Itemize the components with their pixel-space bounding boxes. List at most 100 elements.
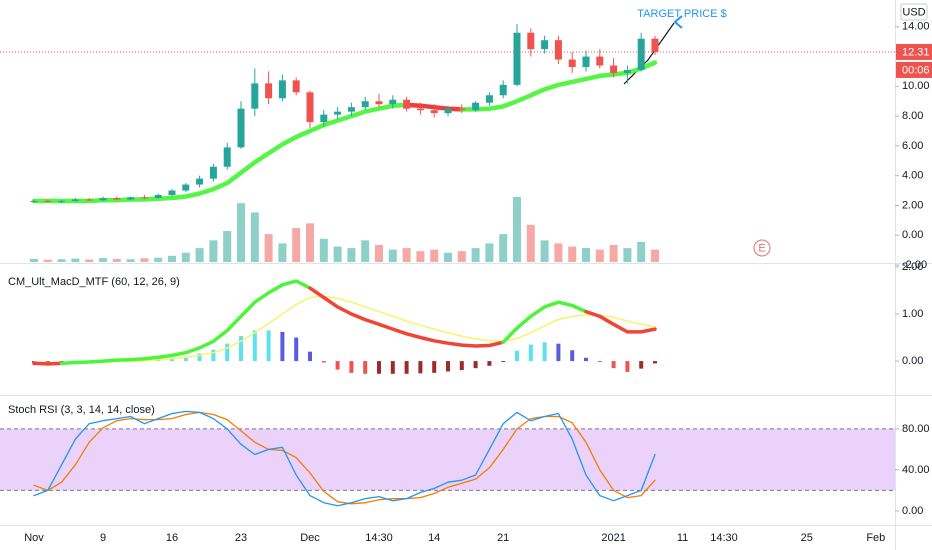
- volume-bar: [237, 203, 245, 262]
- histogram-bar: [252, 330, 257, 362]
- moving-average: [459, 60, 658, 112]
- volume-bar: [430, 249, 439, 262]
- candle-body: [430, 110, 438, 114]
- volume-bar: [444, 252, 452, 262]
- volume-bar: [388, 249, 397, 262]
- volume-bar: [347, 248, 356, 262]
- volume-bar: [306, 223, 314, 262]
- candle-body: [582, 56, 590, 67]
- moving-average: [31, 102, 409, 204]
- candle-body: [444, 108, 452, 114]
- volume-bar: [181, 252, 190, 262]
- histogram-bar: [584, 357, 588, 362]
- volume-bar: [154, 257, 163, 262]
- time-label: 14:30: [365, 532, 393, 544]
- candle-body: [375, 101, 383, 105]
- price-tick-label: 80.00: [902, 423, 930, 435]
- candle-body: [127, 197, 135, 200]
- volume-bar: [623, 248, 632, 262]
- band-fill: [0, 428, 895, 491]
- price-tick-label: 8.00: [902, 110, 923, 122]
- histogram-bar: [556, 343, 561, 362]
- stoch-d-line: [33, 411, 656, 505]
- target-arrow[interactable]: [673, 15, 683, 29]
- histogram-bar: [335, 361, 340, 370]
- histogram-bar: [280, 331, 285, 362]
- volume-bar: [333, 246, 342, 262]
- volume-bar: [651, 249, 659, 262]
- histogram-bar: [308, 351, 312, 362]
- volume-bar: [582, 248, 590, 262]
- histogram-bar: [639, 361, 644, 369]
- time-label: 25: [801, 532, 813, 544]
- candle-body: [196, 178, 204, 185]
- price-tick-label: 10.00: [902, 80, 930, 92]
- candle-body: [237, 108, 245, 148]
- price-tick-label: 40.00: [902, 464, 930, 476]
- histogram-bar: [363, 361, 368, 374]
- candle-body: [113, 197, 121, 200]
- price-tick-label: 1.00: [902, 308, 923, 320]
- time-label: 16: [166, 532, 178, 544]
- volume-bar: [416, 251, 425, 262]
- histogram-bar: [570, 350, 575, 362]
- candle-body: [527, 32, 535, 50]
- histogram-bar: [487, 361, 492, 366]
- price-tick-label: 2.00: [902, 199, 923, 211]
- histogram-bar: [459, 361, 464, 371]
- candle-body: [554, 40, 562, 60]
- candle-body: [292, 80, 300, 93]
- volume-bar: [71, 258, 80, 262]
- histogram-bar: [294, 337, 299, 362]
- candle-body: [596, 56, 604, 66]
- price-tick-label: 0.00: [902, 355, 923, 367]
- candle-body: [209, 166, 217, 179]
- histogram-bar: [625, 361, 630, 372]
- histogram-bar: [349, 361, 354, 373]
- target-line[interactable]: [623, 22, 675, 85]
- macd-line: [584, 309, 657, 334]
- price-tick-label: 0.00: [902, 505, 923, 517]
- currency-box[interactable]: [900, 3, 928, 21]
- volume-bar: [319, 238, 328, 262]
- last-price-label: 12.31: [902, 46, 930, 58]
- currency: USD: [902, 6, 925, 18]
- time-label: 11: [677, 532, 688, 544]
- time-label: 14: [428, 532, 440, 544]
- candle-body: [334, 111, 342, 115]
- stoch-title: Stoch RSI (3, 3, 14, 14, close): [8, 404, 155, 416]
- candle-body: [223, 147, 231, 167]
- time-label: Nov: [24, 532, 44, 544]
- histogram-bar: [377, 361, 381, 374]
- price-tick-label: -2.00: [902, 259, 927, 271]
- candle-body: [85, 199, 93, 201]
- candle-body: [651, 38, 659, 52]
- candle-body: [30, 200, 38, 202]
- time-label: 21: [497, 532, 509, 544]
- candle-body: [416, 108, 424, 111]
- histogram-bar: [515, 350, 519, 362]
- candle-body: [251, 83, 259, 109]
- volume-bar: [540, 240, 549, 262]
- macd-line: [32, 361, 64, 366]
- macd-line: [501, 300, 588, 344]
- volume-bar: [99, 258, 107, 262]
- candle-body: [168, 190, 176, 196]
- candle-body: [403, 99, 411, 109]
- volume-bar: [292, 227, 301, 262]
- candle-body: [71, 199, 79, 201]
- time-label: 23: [235, 532, 247, 544]
- volume-bar: [471, 248, 480, 262]
- time-label: Dec: [300, 532, 320, 544]
- candle-body: [610, 65, 618, 73]
- macd-title: CM_Ult_MacD_MTF (60, 12, 26, 9): [8, 276, 180, 288]
- volume-bar: [609, 244, 618, 262]
- histogram-bar: [542, 342, 547, 362]
- last-price-badge: [896, 43, 932, 60]
- candle-body: [182, 184, 190, 191]
- volume-bar: [30, 258, 38, 262]
- histogram-bar: [653, 361, 657, 364]
- volume-bar: [223, 231, 232, 262]
- volume-bar: [112, 258, 121, 262]
- candle-body: [154, 195, 162, 198]
